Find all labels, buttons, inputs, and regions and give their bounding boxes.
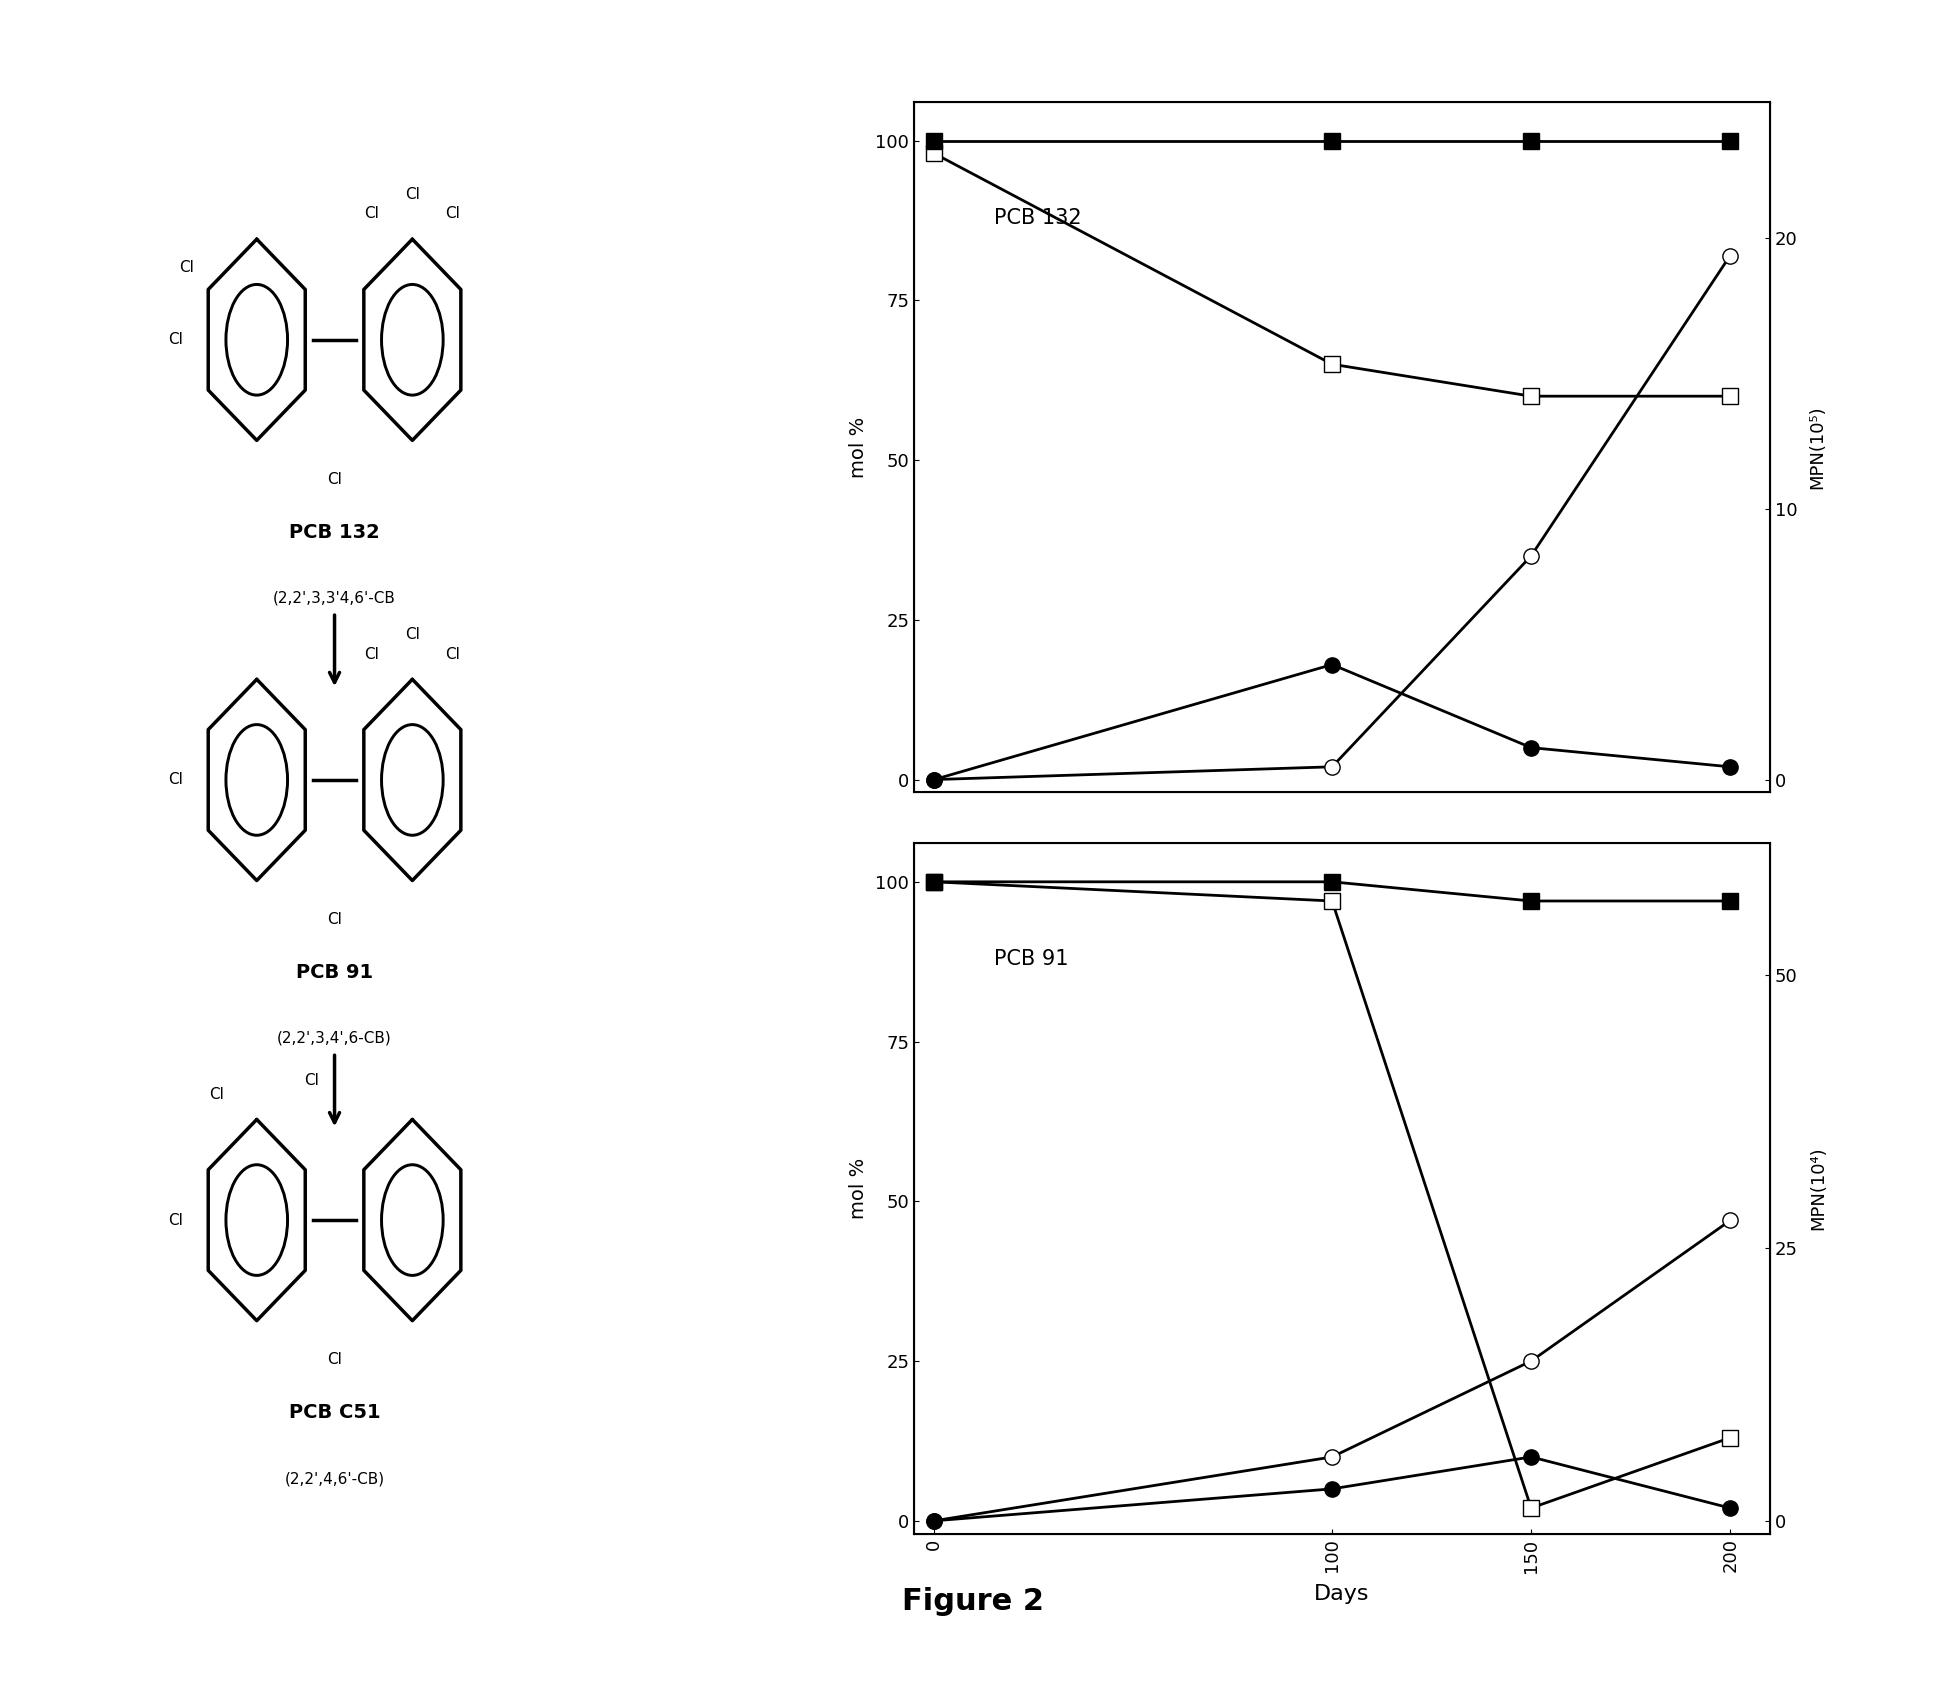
Text: Cl: Cl [445,206,461,222]
Text: Cl: Cl [169,332,183,348]
Text: Cl: Cl [405,627,420,642]
Text: Cl: Cl [169,1213,183,1227]
Text: PCB 91: PCB 91 [994,949,1068,970]
Text: Figure 2: Figure 2 [901,1588,1044,1617]
Text: Cl: Cl [364,646,379,661]
Text: (2,2',3,3'4,6'-CB: (2,2',3,3'4,6'-CB [272,591,397,607]
Text: Cl: Cl [364,206,379,222]
Text: Cl: Cl [327,912,342,927]
Text: Cl: Cl [303,1074,319,1087]
Text: Cl: Cl [445,646,461,661]
Y-axis label: mol %: mol % [850,1159,869,1218]
Y-axis label: mol %: mol % [850,417,869,477]
Text: Cl: Cl [327,1353,342,1367]
Text: PCB 132: PCB 132 [290,523,379,542]
Text: PCB 91: PCB 91 [296,963,373,982]
Y-axis label: MPN(10⁴): MPN(10⁴) [1809,1147,1826,1230]
Text: Cl: Cl [208,1087,224,1102]
Text: Cl: Cl [327,472,342,487]
Text: (2,2',4,6'-CB): (2,2',4,6'-CB) [284,1471,385,1486]
Text: Cl: Cl [405,187,420,203]
Text: Cl: Cl [179,259,194,274]
Text: (2,2',3,4',6-CB): (2,2',3,4',6-CB) [278,1031,391,1046]
X-axis label: Days: Days [1315,1583,1369,1603]
Text: PCB C51: PCB C51 [288,1404,381,1423]
Text: Cl: Cl [169,772,183,787]
Text: PCB 132: PCB 132 [994,208,1081,228]
Y-axis label: MPN(10⁵): MPN(10⁵) [1809,406,1826,489]
